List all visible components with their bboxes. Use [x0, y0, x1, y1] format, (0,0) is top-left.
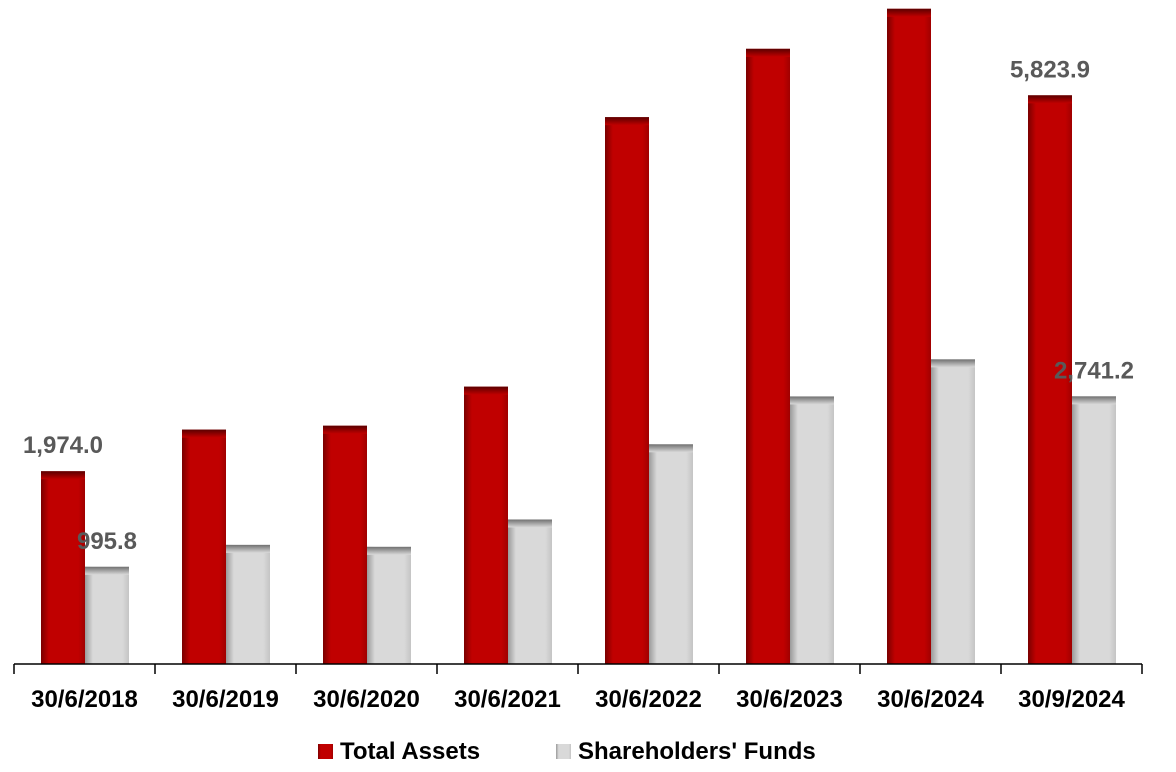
- x-tick-label: 30/9/2024: [1018, 686, 1125, 713]
- bar-top-total-assets-3: [464, 386, 508, 395]
- bar-top-shareholders-funds-0: [85, 566, 129, 575]
- bar-total-assets-7: [1028, 95, 1072, 664]
- x-tick-label: 30/6/2023: [736, 686, 843, 713]
- data-label: 5,823.9: [1010, 56, 1090, 83]
- data-label: 995.8: [77, 528, 137, 555]
- bar-top-shareholders-funds-2: [367, 546, 411, 555]
- bar-total-assets-2: [323, 425, 367, 664]
- bar-top-total-assets-5: [746, 48, 790, 57]
- bar-top-shareholders-funds-1: [226, 544, 270, 553]
- legend-label-total-assets: Total Assets: [340, 738, 480, 765]
- bar-total-assets-0: [41, 471, 85, 664]
- bar-shareholders-funds-7: [1072, 396, 1116, 664]
- bar-top-total-assets-7: [1028, 95, 1072, 104]
- bar-top-shareholders-funds-3: [508, 519, 552, 528]
- x-tick-label: 30/6/2022: [595, 686, 702, 713]
- bar-top-total-assets-4: [605, 117, 649, 126]
- bar-total-assets-4: [605, 117, 649, 665]
- bar-shareholders-funds-3: [508, 519, 552, 664]
- bar-top-total-assets-0: [41, 471, 85, 480]
- x-tick-label: 30/6/2019: [172, 686, 279, 713]
- bar-total-assets-1: [182, 429, 226, 664]
- bar-top-shareholders-funds-7: [1072, 396, 1116, 405]
- bar-shareholders-funds-5: [790, 396, 834, 664]
- legend-label-shareholders-funds: Shareholders' Funds: [578, 738, 816, 765]
- data-label: 1,974.0: [23, 432, 103, 459]
- bars-group: [41, 8, 1116, 665]
- bar-shareholders-funds-6: [931, 359, 975, 664]
- bar-top-shareholders-funds-6: [931, 359, 975, 368]
- bar-shareholders-funds-2: [367, 546, 411, 664]
- legend: Total Assets Shareholders' Funds: [318, 738, 816, 765]
- bar-total-assets-3: [464, 386, 508, 664]
- bar-top-shareholders-funds-4: [649, 444, 693, 453]
- bar-shareholders-funds-0: [85, 566, 129, 664]
- data-label: 2,741.2: [1054, 357, 1134, 384]
- legend-swatch-total-assets: [318, 744, 333, 759]
- bar-top-shareholders-funds-5: [790, 396, 834, 405]
- x-tick-label: 30/6/2020: [313, 686, 420, 713]
- bar-shareholders-funds-4: [649, 444, 693, 664]
- data-labels-group: 1,974.0 995.8 5,823.9 2,741.2: [23, 56, 1134, 554]
- x-tick-label: 30/6/2021: [454, 686, 561, 713]
- bar-top-total-assets-6: [887, 8, 931, 17]
- x-tick-label: 30/6/2018: [31, 686, 138, 713]
- x-tick-label: 30/6/2024: [877, 686, 984, 713]
- x-axis: 30/6/2018 30/6/2019 30/6/2020 30/6/2021 30/6…: [13, 663, 1143, 713]
- legend-swatch-shareholders-funds: [556, 744, 571, 759]
- bar-total-assets-5: [746, 48, 790, 664]
- bar-total-assets-6: [887, 8, 931, 665]
- bar-top-total-assets-2: [323, 425, 367, 434]
- bar-top-total-assets-1: [182, 429, 226, 438]
- bar-shareholders-funds-1: [226, 544, 270, 664]
